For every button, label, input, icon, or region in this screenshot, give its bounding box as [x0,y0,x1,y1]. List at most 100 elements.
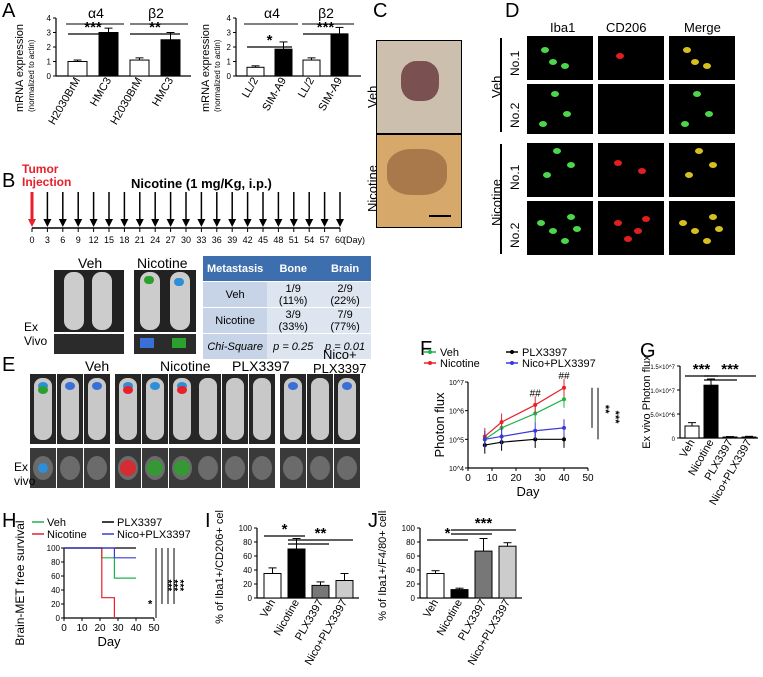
exvivo-brain [310,456,330,480]
arrow-head [228,219,237,227]
table-cell: Nicotine [203,307,268,334]
exvivo-brain [283,456,303,480]
significance-marker: * [282,521,288,538]
table-cell: p = 0.25 [267,333,320,359]
y-tick-label: 80 [406,538,415,547]
bar [263,573,282,599]
significance-marker: * [148,599,153,611]
cd206-cell [642,216,650,222]
y-tick-label: 1.5×10^7 [650,365,675,371]
y-tick-label: 0 [672,437,676,443]
table-row: Chi-Square p = 0.25 p = 0.01 [203,333,371,359]
signal-spot [140,338,154,348]
timeline-tick-label: 18 [119,235,129,245]
legend-label: Veh [47,517,66,529]
timeline-tick-label: 12 [89,235,99,245]
timeline-tick-label: 36 [212,235,222,245]
x-tick-label: 0 [465,473,471,484]
cd206-cell [638,168,646,174]
tumor-text: Tumor [22,162,59,176]
panel-label-f: F [420,338,433,360]
survival-curve [64,547,136,559]
exvivo-line1: Ex [24,320,39,334]
mouse-silhouette [284,378,302,440]
iba1-cell [549,228,557,234]
panel-e-images [30,374,360,488]
c-nicotine-label: Nicotine [365,165,380,212]
nicotine-dose-label: Nicotine (1 mg/Kg, i.p.) [131,176,272,191]
y-tick-label: 0 [47,72,52,81]
merge-cell [695,148,703,154]
arrow-head [89,219,98,227]
arrow-head [212,219,221,227]
iba1-cell [573,226,581,232]
significance-marker: *** [174,580,185,592]
mouse-silhouette [173,378,191,440]
series-line [484,398,565,440]
micrograph-veh2-merge [669,84,735,134]
y-tick-label: 0 [411,594,416,603]
arrow-head [197,219,206,227]
e-plx-label: PLX3397 [232,358,290,374]
panel-label-i: I [205,510,211,532]
micrograph-veh1-merge [669,36,735,80]
treatment-timeline: 0 3 6 9 12 15 18 21 24 27 30 33 36 39 42 45 48 51 54 57 60(D… [28,192,365,245]
significance-marker: *** [168,580,179,592]
iba1-cell [563,111,571,117]
timeline-tick-label: 48 [273,235,283,245]
y-tick-label: 10^6 [449,409,464,416]
exvivo-label-b: Ex Vivo [24,320,47,348]
d-col-cd206: CD206 [606,20,647,35]
panel-label-h: H [2,510,17,532]
micrograph-nic2-merge [669,201,735,255]
timeline-tick-label: 0 [29,235,34,245]
mouse-silhouette [92,272,112,330]
bar [498,545,517,599]
signal-spot [144,276,154,284]
timeline-tick-label: 21 [135,235,145,245]
merge-cell [693,91,701,97]
d-col-merge: Merge [684,20,721,35]
cell-signals [537,47,723,244]
mouse-silhouette [34,378,52,440]
cd206-cell [624,236,632,242]
x-tick-label: 40 [130,623,142,634]
iba1-cell [543,172,551,178]
y-tick-label: 100 [239,524,253,533]
panel-label-a: A [2,0,16,22]
x-tick-label: 30 [112,623,124,634]
y-axis-label: % of Iba1+/CD206+ cells [214,510,226,624]
legend-label: PLX3397 [522,347,567,359]
bar [330,33,349,77]
timeline-tick-label: 6 [60,235,65,245]
micrograph-veh1-cd206 [598,36,664,80]
injection-text: Injection [22,175,72,189]
metastasis-table: Metastasis Bone Brain Veh 1/9 (11%) 2/9 … [203,256,371,359]
x-tick-label: 20 [94,623,106,634]
survival-curve [64,547,136,579]
timeline-tick-label: 30 [181,235,191,245]
bar [67,61,88,77]
micrograph-nic2-iba1 [527,201,593,255]
y-tick-label: 10^5 [449,437,464,444]
e-veh-label: Veh [85,358,110,374]
arrow-head [243,219,252,227]
arrow-head [28,219,36,227]
luminescence-signal [342,382,352,390]
d-veh-label: Veh [489,75,504,98]
bar [684,425,700,439]
table-header: Brain [319,256,371,282]
stained-region [387,149,447,195]
d-veh-no1: No.1 [508,50,522,76]
luminescence-signal [123,386,133,394]
bar [703,384,719,439]
exvivo-signal [38,463,48,473]
nicotine-bracket [500,144,502,254]
y-tick-label: 10^7 [449,380,464,387]
timeline-unit: (Day) [343,235,365,245]
legend-label: PLX3397 [117,517,162,529]
table-header-row: Metastasis Bone Brain [203,256,371,282]
bar [98,32,119,77]
luminescence-signal [65,382,75,390]
panel-label-c: C [373,0,388,22]
